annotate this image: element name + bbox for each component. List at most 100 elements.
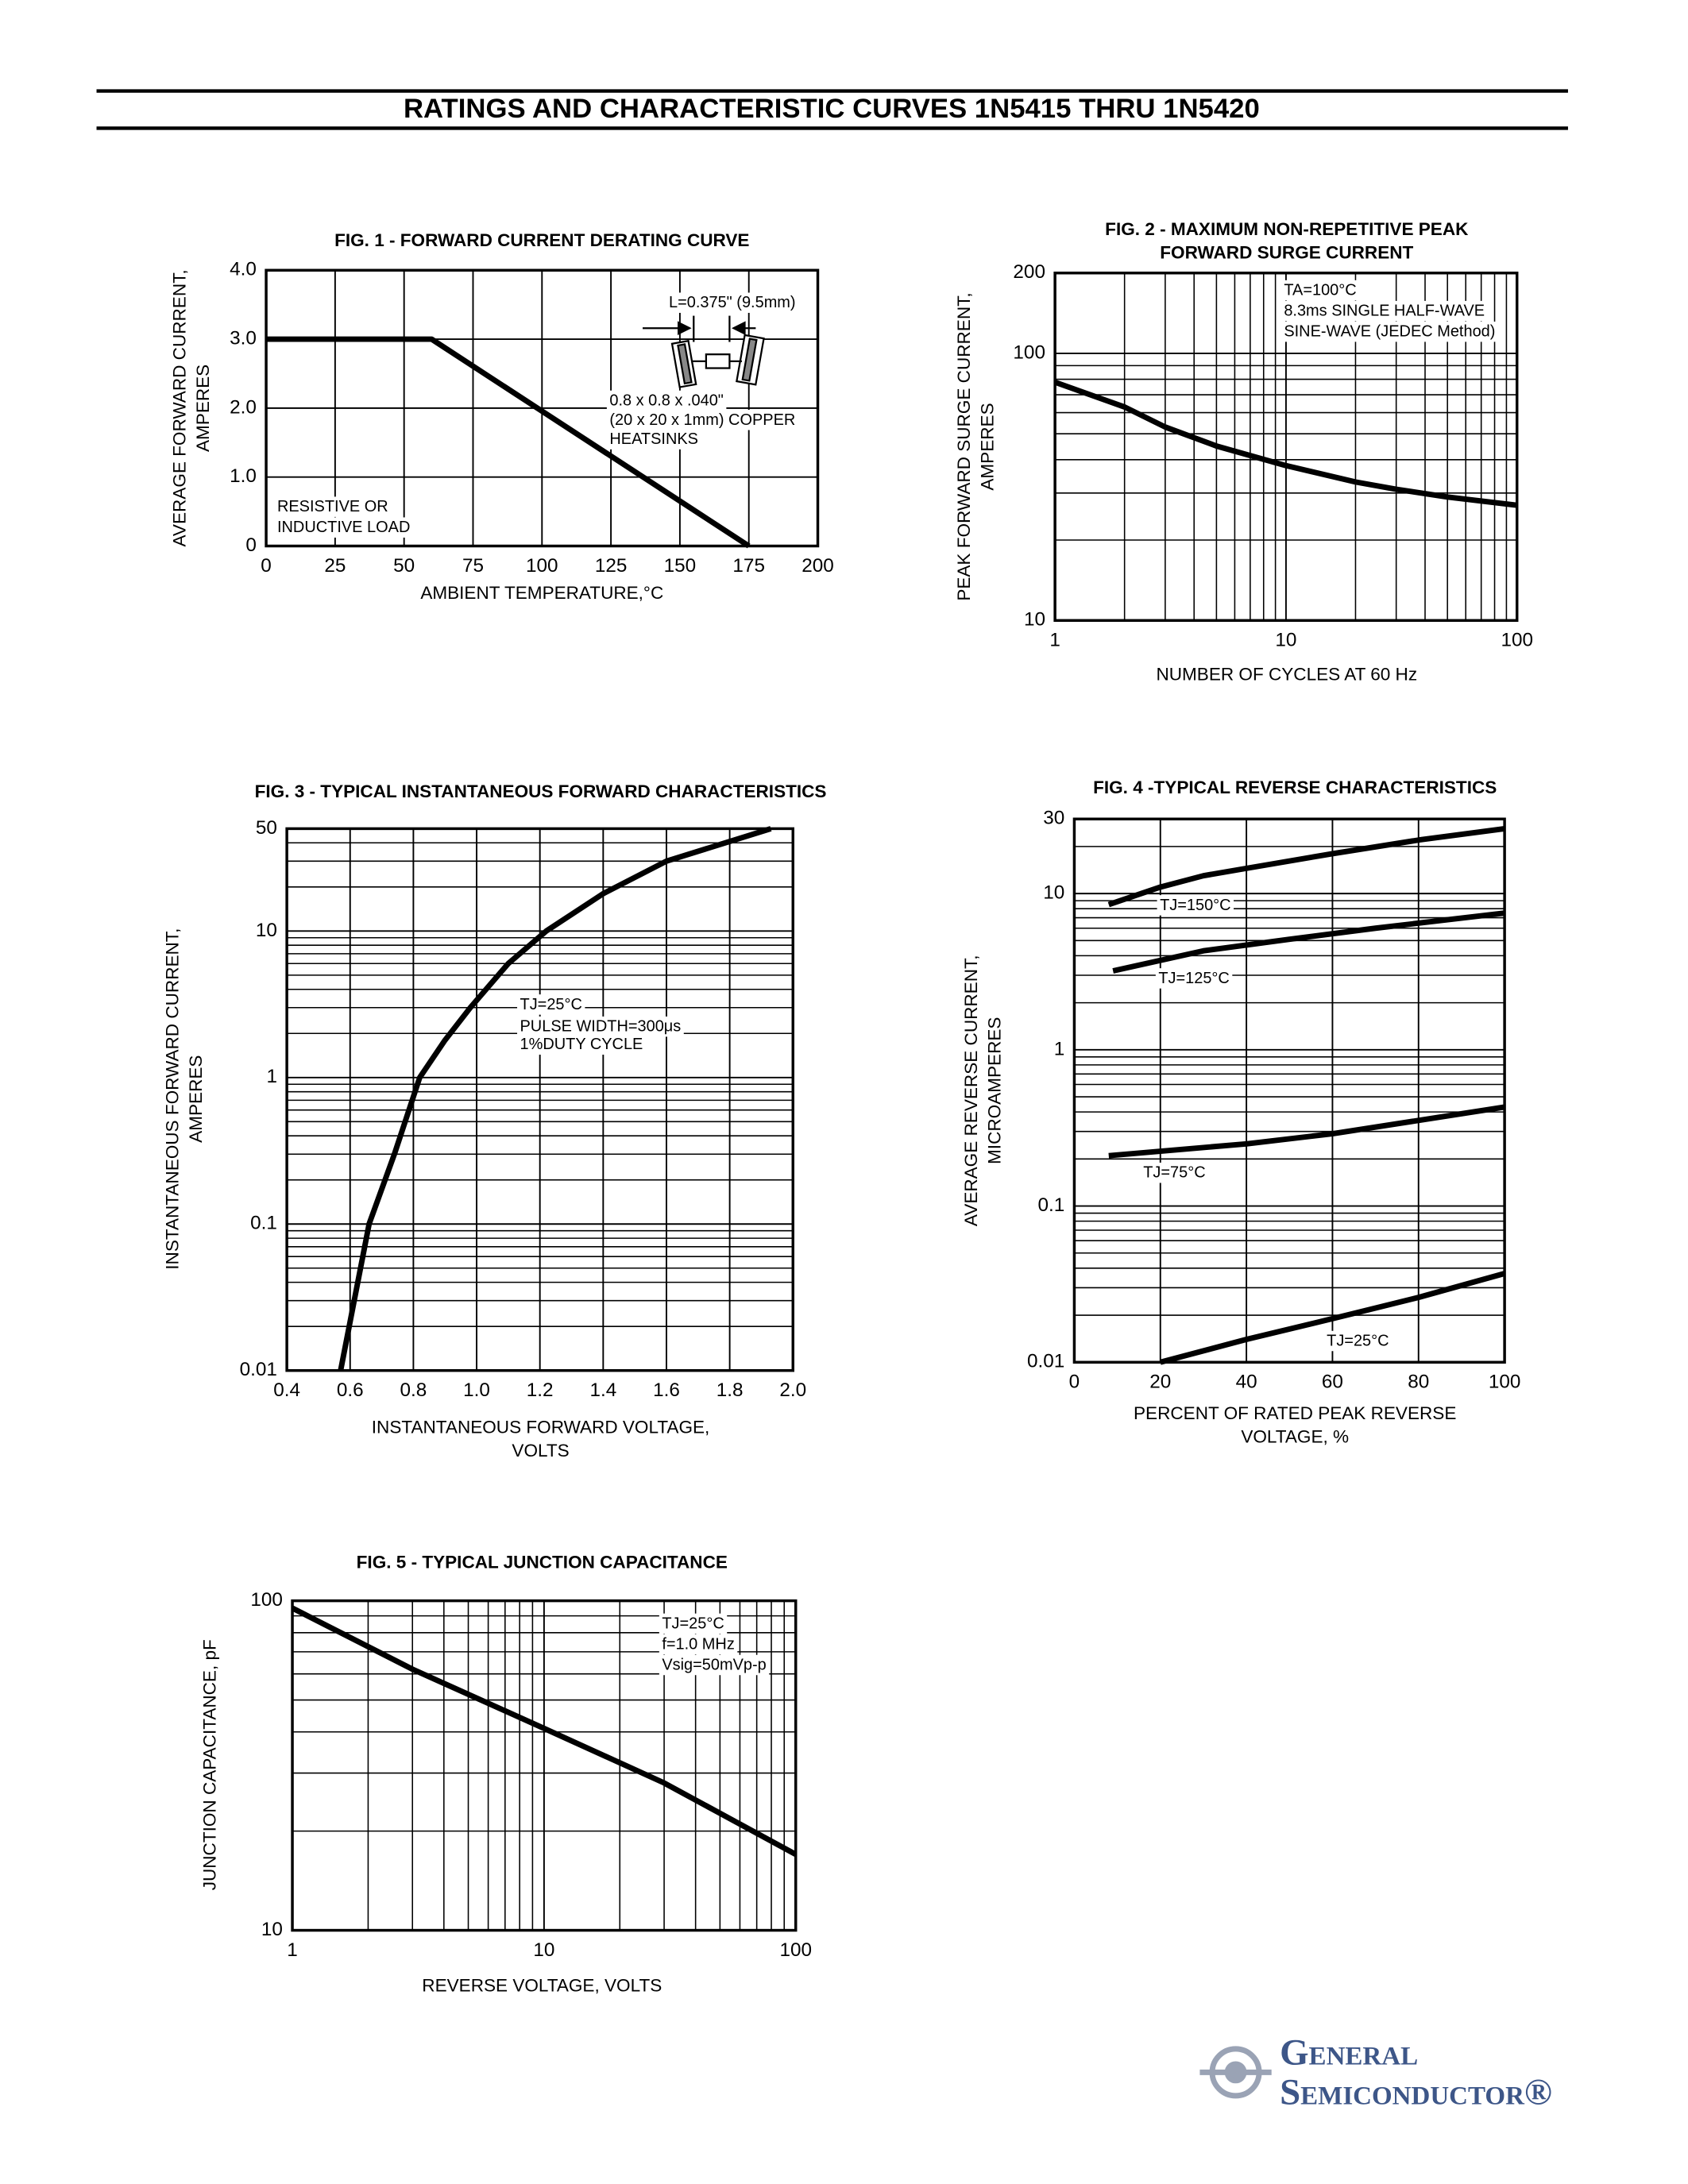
label-background xyxy=(274,517,413,538)
chart-title: FORWARD SURGE CURRENT xyxy=(1160,242,1413,262)
label-background xyxy=(659,1613,728,1634)
x-tick-label: 0 xyxy=(261,555,272,577)
x-tick-label: 100 xyxy=(1489,1372,1521,1393)
y-tick-label: 1 xyxy=(1054,1038,1065,1059)
data-line xyxy=(1053,379,1518,508)
page-title: RATINGS AND CHARACTERISTIC CURVES 1N5415… xyxy=(404,94,1260,124)
label-background xyxy=(274,496,392,517)
x-tick-label: 10 xyxy=(1275,630,1296,651)
annotation: TJ=25°C xyxy=(520,996,582,1013)
y-tick-label: 100 xyxy=(1013,341,1045,363)
y-tick-label: 0.1 xyxy=(250,1213,277,1234)
label-background xyxy=(1280,300,1488,322)
y-tick-label: 0 xyxy=(245,534,257,556)
data-line xyxy=(291,1605,798,1857)
data-line xyxy=(338,826,772,1372)
y-axis-label: AVERAGE REVERSE CURRENT, xyxy=(961,955,981,1226)
y-tick-label: 30 xyxy=(1043,808,1064,829)
plot-frame xyxy=(291,1599,798,1932)
label-background xyxy=(517,1034,646,1055)
x-tick-label: 75 xyxy=(462,555,484,577)
x-tick-label: 100 xyxy=(1501,630,1533,651)
y-tick-label: 0.1 xyxy=(1037,1194,1064,1216)
label-background xyxy=(1280,280,1360,301)
logo-text: Semiconductor® xyxy=(1280,2072,1552,2113)
label-background xyxy=(1280,321,1498,342)
series-label: TJ=75°C xyxy=(1143,1164,1205,1182)
y-tick-label: 0.01 xyxy=(1027,1351,1064,1372)
series-label: TJ=125°C xyxy=(1158,970,1230,987)
y-axis-label: PEAK FORWARD SURGE CURRENT, xyxy=(954,292,974,600)
chart: 0 20 40 60 80 100 0.01 0.1 1 10 30 FIG. 4 -TYPICAL … xyxy=(961,778,1520,1447)
annotation: HEATSINKS xyxy=(609,430,698,448)
annotation: (20 x 20 x 1mm) COPPER xyxy=(609,411,795,429)
annotation: PULSE WIDTH=300μs xyxy=(520,1018,682,1036)
annotation: 1%DUTY CYCLE xyxy=(520,1036,643,1053)
logo-text: General xyxy=(1280,2032,1418,2073)
x-tick-label: 20 xyxy=(1149,1372,1171,1393)
y-tick-label: 50 xyxy=(256,817,277,839)
x-tick-label: 10 xyxy=(533,1939,554,1961)
y-axis-label: AMPERES xyxy=(978,403,998,490)
label-background xyxy=(1140,1162,1209,1183)
x-tick-label: 1.4 xyxy=(589,1379,616,1401)
y-axis-label: MICROAMPERES xyxy=(984,1017,1004,1164)
y-tick-label: 1 xyxy=(266,1066,277,1087)
plot-frame xyxy=(1072,817,1506,1364)
label-background xyxy=(1157,895,1234,916)
x-tick-label: 25 xyxy=(324,555,346,577)
x-tick-label: 150 xyxy=(664,555,697,577)
x-axis-label: INSTANTANEOUS FORWARD VOLTAGE, xyxy=(372,1418,710,1437)
data-line xyxy=(266,336,751,549)
annotation: Vsig=50mVp-p xyxy=(662,1656,766,1673)
annotation: RESISTIVE OR xyxy=(277,498,388,515)
heatsink-icon xyxy=(643,315,765,388)
y-tick-label: 100 xyxy=(250,1589,283,1611)
y-tick-label: 10 xyxy=(256,920,277,941)
x-tick-label: 175 xyxy=(732,555,765,577)
x-tick-label: 125 xyxy=(595,555,628,577)
annotation: f=1.0 MHz xyxy=(662,1635,734,1653)
y-tick-label: 200 xyxy=(1013,261,1045,283)
y-tick-label: 10 xyxy=(261,1919,283,1940)
plot-background xyxy=(1074,819,1505,1363)
annotation: 8.3ms SINGLE HALF-WAVE xyxy=(1284,303,1485,320)
annotation: TJ=25°C xyxy=(662,1615,724,1632)
x-tick-label: 0.8 xyxy=(400,1379,427,1401)
chart-title: FIG. 2 - MAXIMUM NON-REPETITIVE PEAK xyxy=(1105,219,1469,239)
chart: 0.4 0.6 0.8 1.0 1.2 1.4 1.6 1.8 2.0 0.01 0.1 1 10 50 F… xyxy=(163,781,827,1461)
y-tick-label: 0.01 xyxy=(240,1359,277,1380)
x-axis-label: PERCENT OF RATED PEAK REVERSE xyxy=(1134,1403,1456,1423)
plot-frame xyxy=(1053,272,1519,622)
x-axis-label: VOLTS xyxy=(512,1441,569,1461)
y-tick-label: 1.0 xyxy=(230,465,257,487)
logo-icon xyxy=(1199,2046,1272,2099)
y-axis-label: JUNCTION CAPACITANCE, pF xyxy=(200,1639,220,1890)
annotation: 0.8 x 0.8 x .040" xyxy=(609,392,724,409)
data-line xyxy=(1107,826,1505,908)
series-label: TJ=25°C xyxy=(1327,1333,1389,1350)
chart-title: FIG. 1 - FORWARD CURRENT DERATING CURVE xyxy=(334,230,749,250)
x-axis-label: NUMBER OF CYCLES AT 60 Hz xyxy=(1156,665,1417,685)
annotation: L=0.375" (9.5mm) xyxy=(669,294,796,311)
chart-title: FIG. 4 -TYPICAL REVERSE CHARACTERISTICS xyxy=(1093,778,1497,797)
label-background xyxy=(659,1634,738,1655)
data-line xyxy=(1108,1104,1505,1159)
x-tick-label: 1.2 xyxy=(527,1379,554,1401)
x-tick-label: 0.6 xyxy=(337,1379,364,1401)
label-background xyxy=(1155,968,1233,989)
y-axis-label: AMPERES xyxy=(186,1055,206,1143)
annotation: INDUCTIVE LOAD xyxy=(277,519,410,536)
label-background xyxy=(1323,1330,1393,1352)
y-axis-label: AVERAGE FORWARD CURRENT, xyxy=(169,269,189,546)
x-tick-label: 1 xyxy=(1049,630,1060,651)
x-tick-label: 2.0 xyxy=(779,1379,806,1401)
x-tick-label: 80 xyxy=(1408,1372,1429,1393)
y-tick-label: 2.0 xyxy=(230,396,257,418)
data-line xyxy=(1159,1271,1506,1365)
x-tick-label: 0.4 xyxy=(273,1379,300,1401)
x-tick-label: 0 xyxy=(1069,1372,1080,1393)
